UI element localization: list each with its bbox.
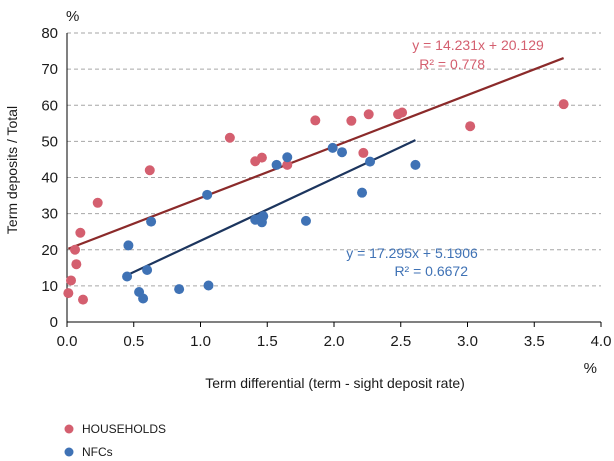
x-tick-label: 3.0: [457, 333, 478, 350]
legend-nfcs-marker: [64, 447, 74, 457]
x-tick-label: 0.5: [123, 333, 144, 350]
x-tick-label: 1.5: [257, 333, 278, 350]
nfcs-point: [174, 284, 185, 295]
households-point: [558, 99, 569, 110]
households-point: [66, 275, 77, 286]
data-points: [63, 99, 569, 305]
x-unit-label: %: [584, 360, 597, 377]
x-tick-label: 0.0: [57, 333, 78, 350]
y-tick-label: 10: [41, 278, 58, 295]
x-tick-label: 1.0: [190, 333, 211, 350]
nfcs-point: [138, 293, 149, 304]
households-point: [71, 259, 82, 270]
households-point: [363, 109, 374, 120]
nfcs-point: [300, 215, 311, 226]
y-tick-label: 60: [41, 97, 58, 114]
y-tick-label: 30: [41, 206, 58, 223]
households-point: [63, 288, 74, 299]
nfcs-point: [327, 142, 338, 153]
nfcs-point: [258, 211, 269, 222]
x-tick-label: 3.5: [524, 333, 545, 350]
legend-households-marker: [64, 424, 74, 434]
x-axis-title: Term differential (term - sight deposit …: [205, 375, 465, 391]
households-point: [346, 115, 357, 126]
households-point: [224, 132, 235, 143]
nfcs-point: [203, 280, 214, 291]
nfcs-point: [146, 216, 157, 227]
households-point: [282, 159, 293, 170]
households-point: [75, 227, 86, 238]
nfcs-point: [282, 152, 293, 163]
nfcs-point: [202, 189, 213, 200]
y-tick-label: 50: [41, 133, 58, 150]
households-point: [144, 165, 155, 176]
nfcs-point: [271, 159, 282, 170]
households-point: [92, 197, 103, 208]
axes: [66, 33, 602, 327]
tick-labels: 0 10 20 30 40 50 60 70 80 0.0 0.5 1.0 1.5 2.0 2.5 3.0 3.…: [41, 25, 611, 350]
trendlines: [67, 57, 565, 277]
households-point: [256, 152, 267, 163]
x-tick-label: 2.5: [390, 333, 411, 350]
y-unit-label: %: [66, 8, 79, 25]
x-tick-label: 4.0: [591, 333, 612, 350]
households-trendline: [67, 57, 565, 250]
y-tick-label: 80: [41, 25, 58, 42]
households-point: [465, 121, 476, 132]
y-tick-label: 70: [41, 61, 58, 78]
legend-households-label: HOUSEHOLDS: [82, 422, 166, 436]
y-tick-label: 40: [41, 170, 58, 187]
legend: HOUSEHOLDS NFCs: [64, 422, 166, 459]
households-point: [78, 294, 89, 305]
nfcs-equation: y = 17.295x + 5.1906: [346, 245, 478, 261]
nfcs-point: [142, 264, 153, 275]
legend-nfcs-label: NFCs: [82, 445, 113, 459]
nfcs-point: [410, 159, 421, 170]
households-r2: R² = 0.778: [419, 56, 485, 72]
households-point: [70, 244, 81, 255]
nfcs-point: [337, 147, 348, 158]
nfcs-point: [357, 187, 368, 198]
households-point: [358, 147, 369, 158]
grid-lines: [67, 32, 601, 287]
nfcs-r2: R² = 0.6672: [394, 263, 468, 279]
nfcs-point: [123, 240, 134, 251]
households-point: [310, 115, 321, 126]
households-equation: y = 14.231x + 20.129: [412, 37, 544, 53]
y-axis-title: Term deposits / Total: [4, 106, 20, 234]
nfcs-point: [122, 271, 133, 282]
households-point: [397, 107, 408, 118]
nfcs-point: [365, 156, 376, 167]
y-tick-label: 20: [41, 242, 58, 259]
y-tick-label: 0: [50, 314, 58, 331]
x-tick-label: 2.0: [324, 333, 345, 350]
